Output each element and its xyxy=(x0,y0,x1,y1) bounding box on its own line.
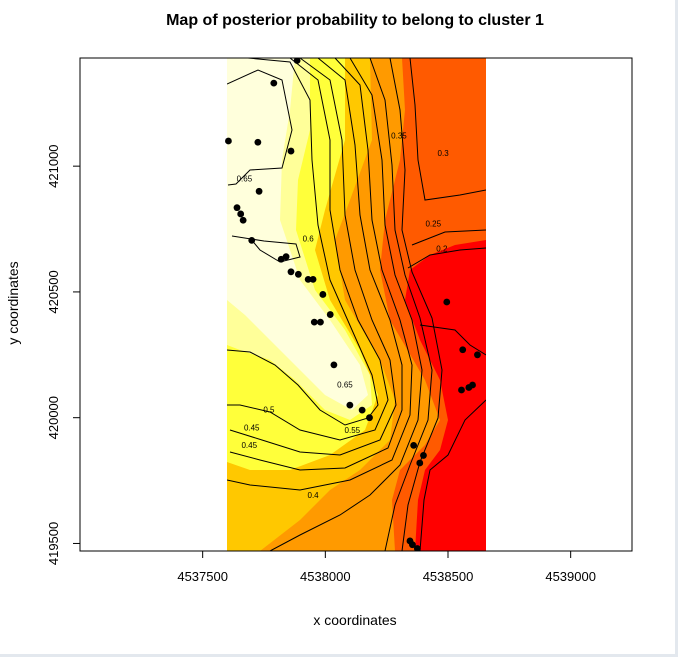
contour-line xyxy=(407,247,486,269)
contour-label: 0.65 xyxy=(237,174,253,183)
sample-point xyxy=(346,401,354,409)
y-axis: 419500 420000 420500 421000 xyxy=(46,144,80,565)
contour-label: 0.45 xyxy=(241,441,257,450)
contour-label: 0.45 xyxy=(244,423,260,432)
sample-point xyxy=(248,236,256,244)
sample-point xyxy=(282,253,290,261)
sample-point xyxy=(459,346,467,354)
sample-point xyxy=(293,58,301,64)
contour-line xyxy=(411,229,486,246)
contour-line xyxy=(227,69,293,186)
contour-line xyxy=(227,58,379,426)
contour-line xyxy=(229,58,397,456)
sample-point xyxy=(366,414,373,422)
contour-line xyxy=(419,324,486,356)
x-axis-label: x coordinates xyxy=(313,612,396,628)
sample-points xyxy=(225,58,481,551)
sample-point xyxy=(326,311,334,318)
contour-line xyxy=(419,399,486,551)
plot-box xyxy=(79,57,633,552)
contour-label: 0.3 xyxy=(438,149,450,158)
sample-point xyxy=(413,545,421,551)
probability-heatmap xyxy=(227,58,486,551)
sample-point xyxy=(409,541,416,549)
y-tick-label: 420500 xyxy=(46,270,61,313)
contour-label: 0.35 xyxy=(391,131,407,140)
sample-point xyxy=(458,386,465,394)
y-axis-label: y coordinates xyxy=(5,261,21,344)
contour-line xyxy=(369,58,433,551)
sample-point xyxy=(233,204,241,212)
contour-line xyxy=(227,58,413,491)
contour-label: 0.2 xyxy=(436,245,448,254)
band-p065 xyxy=(227,58,368,410)
contour-line xyxy=(389,58,443,551)
sample-point xyxy=(255,187,263,195)
x-axis: 4537500 4538000 4538500 4539000 xyxy=(177,551,596,584)
x-tick-label: 4538500 xyxy=(423,569,474,584)
sample-point xyxy=(469,381,476,389)
sample-point xyxy=(225,137,232,145)
sample-point xyxy=(237,210,245,218)
band-p03 xyxy=(420,58,486,240)
contour-label: 0.4 xyxy=(308,491,320,500)
contour-label: 0.6 xyxy=(303,235,315,244)
sample-point xyxy=(330,361,338,369)
sample-point xyxy=(287,268,295,276)
chart-title: Map of posterior probability to belong t… xyxy=(166,12,544,29)
contour-label: 0.25 xyxy=(425,220,441,229)
sample-point xyxy=(304,275,312,283)
band-p02 xyxy=(405,240,486,551)
sample-point xyxy=(309,275,317,283)
sample-point xyxy=(270,79,278,87)
contour-label: 0.55 xyxy=(345,426,361,435)
x-tick-label: 4537500 xyxy=(177,569,228,584)
y-tick-label: 421000 xyxy=(46,144,61,187)
x-tick-label: 4538000 xyxy=(300,569,351,584)
contour-label: 0.5 xyxy=(263,406,275,415)
sample-point xyxy=(420,452,427,459)
sample-point xyxy=(319,291,327,298)
sample-point xyxy=(287,147,295,155)
y-tick-label: 420000 xyxy=(46,396,61,439)
contour-line xyxy=(231,235,301,263)
sample-point xyxy=(254,138,262,146)
sample-point xyxy=(310,318,318,326)
y-tick-label: 419500 xyxy=(46,522,61,565)
sample-point xyxy=(358,406,366,414)
sample-point xyxy=(294,270,302,278)
contour-line xyxy=(269,58,423,551)
contour-label: 0.65 xyxy=(337,381,353,390)
sample-point xyxy=(443,298,451,306)
sample-point xyxy=(410,441,418,449)
x-tick-label: 4539000 xyxy=(545,569,596,584)
contour-line xyxy=(409,58,486,201)
sample-point xyxy=(317,318,324,326)
sample-point xyxy=(239,216,247,224)
contour-labels: 0.650.60.350.30.250.20.650.550.50.450.45… xyxy=(237,131,450,500)
sample-point xyxy=(474,351,481,359)
contour-line xyxy=(229,58,403,471)
contour-lines xyxy=(227,58,486,551)
contour-line xyxy=(227,58,389,441)
sample-point xyxy=(416,459,424,467)
